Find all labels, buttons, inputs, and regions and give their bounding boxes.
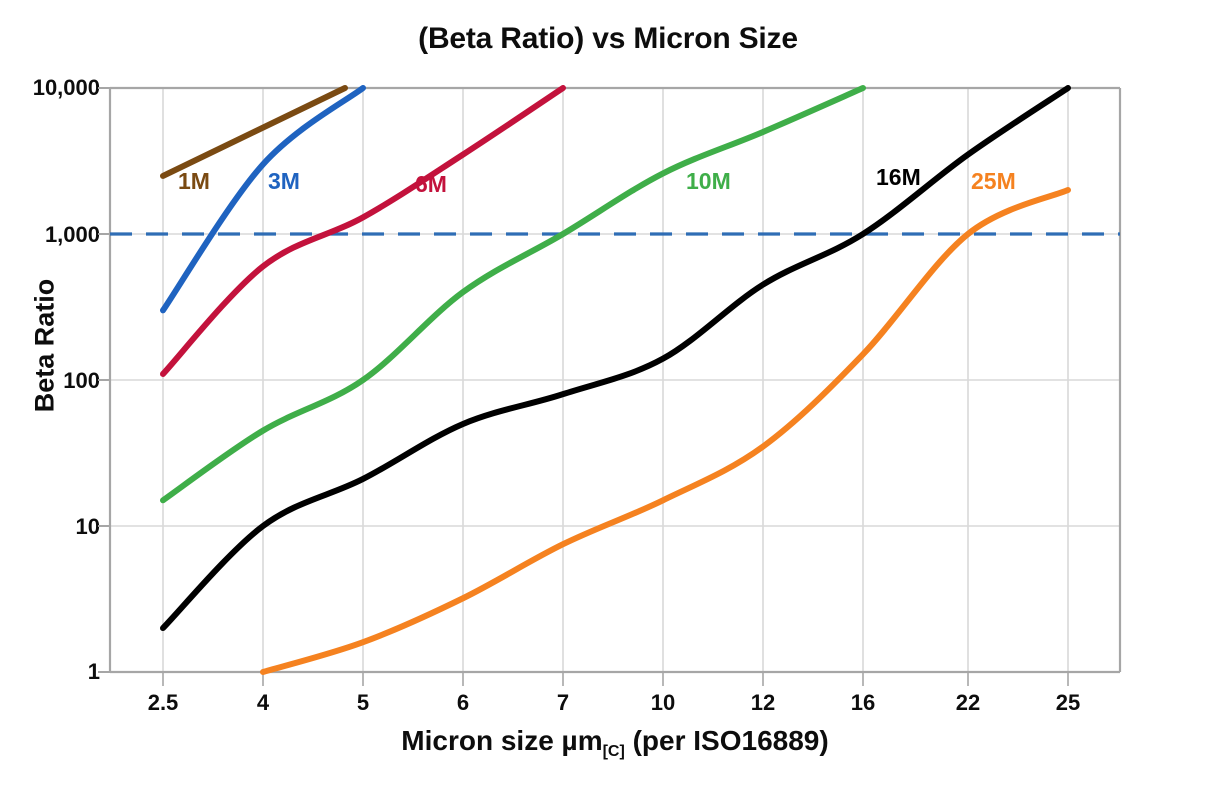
x-tick-label-3: 6 [456, 690, 470, 715]
chart-title: (Beta Ratio) vs Micron Size [418, 22, 798, 55]
series-label-3m: 3M [268, 168, 300, 194]
series-label-16m: 16M [876, 164, 921, 190]
x-tick-label-2: 5 [356, 690, 370, 715]
series-label-25m: 25M [971, 168, 1016, 194]
series-label-10m: 10M [686, 168, 731, 194]
series-line-3m [160, 85, 366, 314]
series-line-16m [160, 85, 1071, 632]
y-tick-label-100: 100 [63, 368, 100, 393]
x-tick-label-5: 10 [650, 690, 676, 715]
series-line-6m [160, 85, 566, 377]
x-tick-label-9: 25 [1055, 690, 1081, 715]
series-line-10m [160, 85, 866, 504]
y-tick-label-10: 10 [75, 514, 100, 539]
y-tick-label-1: 1 [87, 659, 100, 684]
x-tick-label-7: 16 [850, 690, 876, 715]
y-tick-label-10000: 10,000 [32, 75, 100, 100]
x-axis-title-tail: (per ISO16889) [624, 725, 829, 756]
x-tick-label-8: 22 [955, 690, 981, 715]
series-label-1m: 1M [178, 168, 210, 194]
x-tick-label-0: 2.5 [147, 690, 179, 715]
series-line-1m [160, 85, 348, 179]
x-tick-label-1: 4 [256, 690, 270, 715]
x-axis-title: Micron size µm[C] (per ISO16889) [110, 725, 1120, 760]
x-axis-title-main: Micron size µm [401, 725, 603, 756]
y-tick-label-1000: 1,000 [44, 222, 100, 247]
series-line-25m [260, 187, 1071, 675]
x-tick-label-4: 7 [556, 690, 570, 715]
x-tick-label-6: 12 [750, 690, 776, 715]
series-lines [160, 85, 1071, 675]
axes [108, 86, 1122, 674]
x-axis-title-subscript: [C] [602, 743, 625, 760]
